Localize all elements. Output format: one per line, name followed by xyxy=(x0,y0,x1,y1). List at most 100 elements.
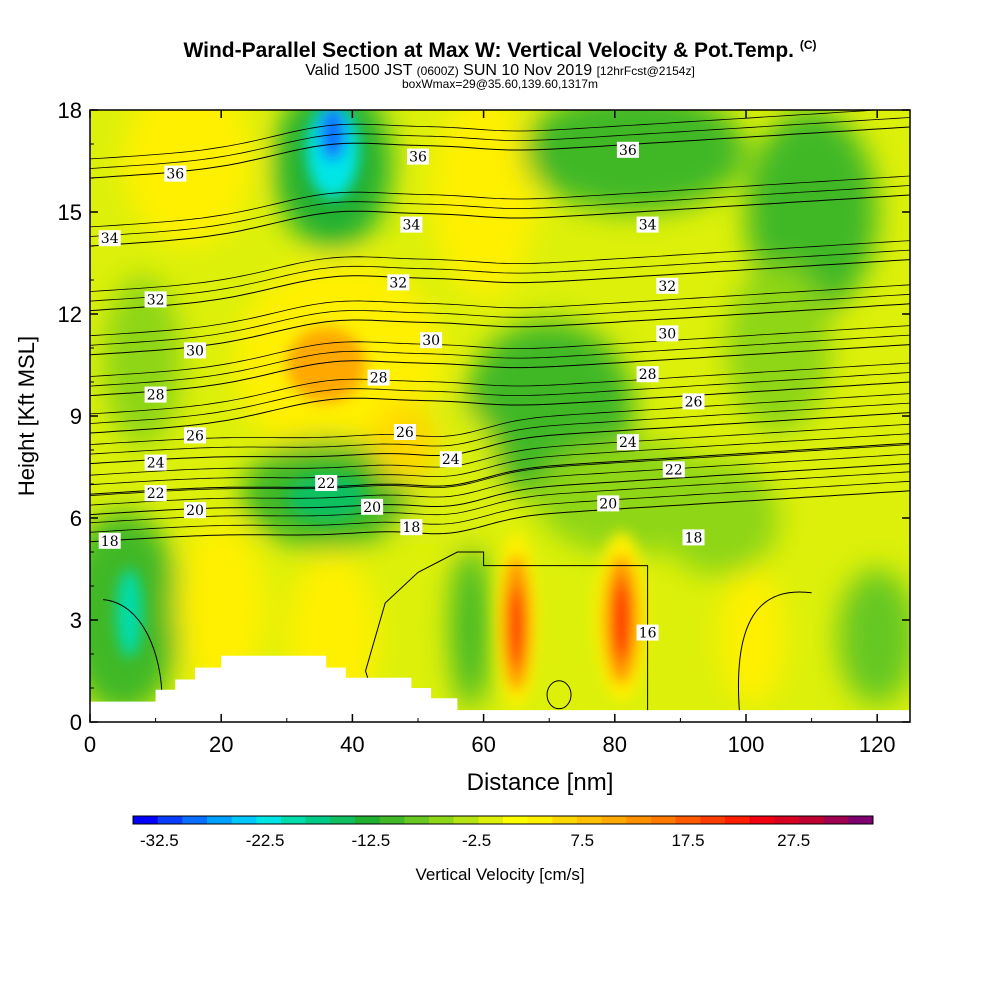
chart-title: Wind-Parallel Section at Max W: Vertical… xyxy=(0,38,1000,63)
isentrope-label: 28 xyxy=(144,386,167,404)
x-tick-label: 40 xyxy=(340,732,364,757)
isentrope-minor xyxy=(90,372,910,424)
isentrope-label-box xyxy=(144,485,167,502)
isentrope-minor xyxy=(90,362,910,415)
isentrope-label-box xyxy=(682,529,705,546)
isentrope-label: 18 xyxy=(98,532,121,550)
colorbar-tick-label: 7.5 xyxy=(570,831,594,850)
isentrope-label: 34 xyxy=(98,230,121,247)
isentrope-label: 28 xyxy=(636,366,659,383)
isentrope-label: 26 xyxy=(184,427,206,444)
isentrope-32 xyxy=(90,259,910,312)
colorbar-swatch xyxy=(355,816,381,824)
colorbar-tick-label: -2.5 xyxy=(462,831,491,850)
x-tick-label: 60 xyxy=(471,732,495,757)
isentrope-label: 24 xyxy=(616,434,639,451)
velocity-blob-19 xyxy=(450,545,491,709)
colorbar-swatch xyxy=(231,816,257,824)
isentrope-label-box xyxy=(597,495,620,512)
isentrope-label-text: 34 xyxy=(639,218,657,234)
velocity-blob-18 xyxy=(837,569,910,705)
isentrope-label-box xyxy=(98,230,121,247)
isentrope-label: 36 xyxy=(407,148,429,166)
isentrope-label-box xyxy=(144,454,167,471)
velocity-core-9 xyxy=(286,327,366,403)
isentrope-label: 22 xyxy=(144,485,167,502)
colorbar-swatch xyxy=(182,816,208,824)
box-info: boxWmax=29@35.60,139.60,1317m xyxy=(402,77,598,91)
colorbar-label: Vertical Velocity [cm/s] xyxy=(415,865,584,884)
isentrope-36 xyxy=(90,126,910,179)
colorbar-swatch xyxy=(749,816,775,824)
isentrope-label-box xyxy=(636,366,659,383)
isentrope-label-box xyxy=(393,424,416,440)
isentrope-label-text: 26 xyxy=(396,425,414,441)
isentrope-label-box xyxy=(315,475,338,491)
colorbar-swatch xyxy=(527,816,553,824)
isentrope-label-box xyxy=(98,532,121,549)
colorbar-swatch xyxy=(552,816,578,824)
isentrope-label-text: 20 xyxy=(363,500,381,516)
isentrope-label-text: 28 xyxy=(639,367,657,383)
isentrope-label-box xyxy=(184,342,206,359)
isentrope-label-text: 22 xyxy=(665,462,683,478)
isentrope-label: 28 xyxy=(367,369,390,387)
isentrope-minor xyxy=(90,110,884,160)
isentrope-minor xyxy=(90,249,910,302)
isentrope-label: 32 xyxy=(656,277,679,295)
isentrope-label-text: 26 xyxy=(186,428,204,444)
isentrope-label-text: 24 xyxy=(442,452,460,468)
isentrope-34 xyxy=(90,194,910,247)
colorbar-swatch xyxy=(379,816,405,824)
isentrope-label-box xyxy=(662,461,685,478)
colorbar-swatch xyxy=(577,816,603,824)
isentrope-label-text: 36 xyxy=(619,143,637,159)
isentrope-minor xyxy=(90,471,910,524)
isentrope-label-box xyxy=(656,325,679,342)
isentrope-label-box xyxy=(144,386,167,403)
isentrope-label-text: 20 xyxy=(599,496,617,512)
colorbar-swatch xyxy=(626,816,652,824)
colorbar-swatch xyxy=(601,816,627,824)
isentrope-label: 20 xyxy=(597,495,620,512)
isentrope-label-text: 28 xyxy=(147,388,165,404)
colorbar-swatch xyxy=(478,816,504,824)
isentrope-label: 20 xyxy=(184,502,206,519)
colorbar-swatch xyxy=(404,816,430,824)
colorbar-tick-label: -32.5 xyxy=(140,831,179,850)
isentrope-16-west xyxy=(103,599,163,702)
isentrope-label-box xyxy=(144,291,167,308)
isentrope-minor xyxy=(90,334,910,387)
isentrope-label: 18 xyxy=(682,529,705,546)
colorbar-swatch xyxy=(700,816,726,824)
isentrope-label-text: 20 xyxy=(186,503,204,519)
isentrope-30 xyxy=(90,303,910,356)
valid-date: SUN 10 Nov 2019 xyxy=(463,62,593,79)
isentrope-minor xyxy=(90,325,910,377)
valid-zulu: (0600Z) xyxy=(416,64,459,78)
isentrope-16 xyxy=(364,551,649,712)
isentrope-label: 20 xyxy=(361,498,384,516)
isentrope-label-box xyxy=(184,427,206,444)
isentrope-label-box xyxy=(420,332,443,349)
isentrope-label: 32 xyxy=(144,291,167,308)
y-axis-label: Height [Kft MSL] xyxy=(14,336,39,496)
isentrope-labels: 36 36 36 34 34 34 32 32 32 30 30 30 28 28 28 26 26 26 24 24… xyxy=(98,141,705,642)
isentrope-label: 22 xyxy=(662,461,685,478)
isentrope-label: 18 xyxy=(400,519,423,536)
isentrope-label-text: 34 xyxy=(101,231,119,247)
colorbar-swatch xyxy=(675,816,701,824)
isentrope-label-text: 30 xyxy=(658,326,676,342)
isentrope-label-text: 32 xyxy=(147,292,165,308)
isentrope-minor xyxy=(90,423,910,476)
forecast-info: [12hrFcst@2154z] xyxy=(596,64,695,78)
isentrope-label-box xyxy=(636,624,659,641)
colorbar-swatch xyxy=(774,816,800,824)
isentrope-minor xyxy=(90,402,910,455)
isentrope-label-text: 24 xyxy=(147,456,165,472)
colorbar-tick-label: -22.5 xyxy=(246,831,285,850)
isentrope-28 xyxy=(90,344,910,397)
colorbar-swatch xyxy=(725,816,751,824)
isentrope-label: 30 xyxy=(420,332,443,349)
